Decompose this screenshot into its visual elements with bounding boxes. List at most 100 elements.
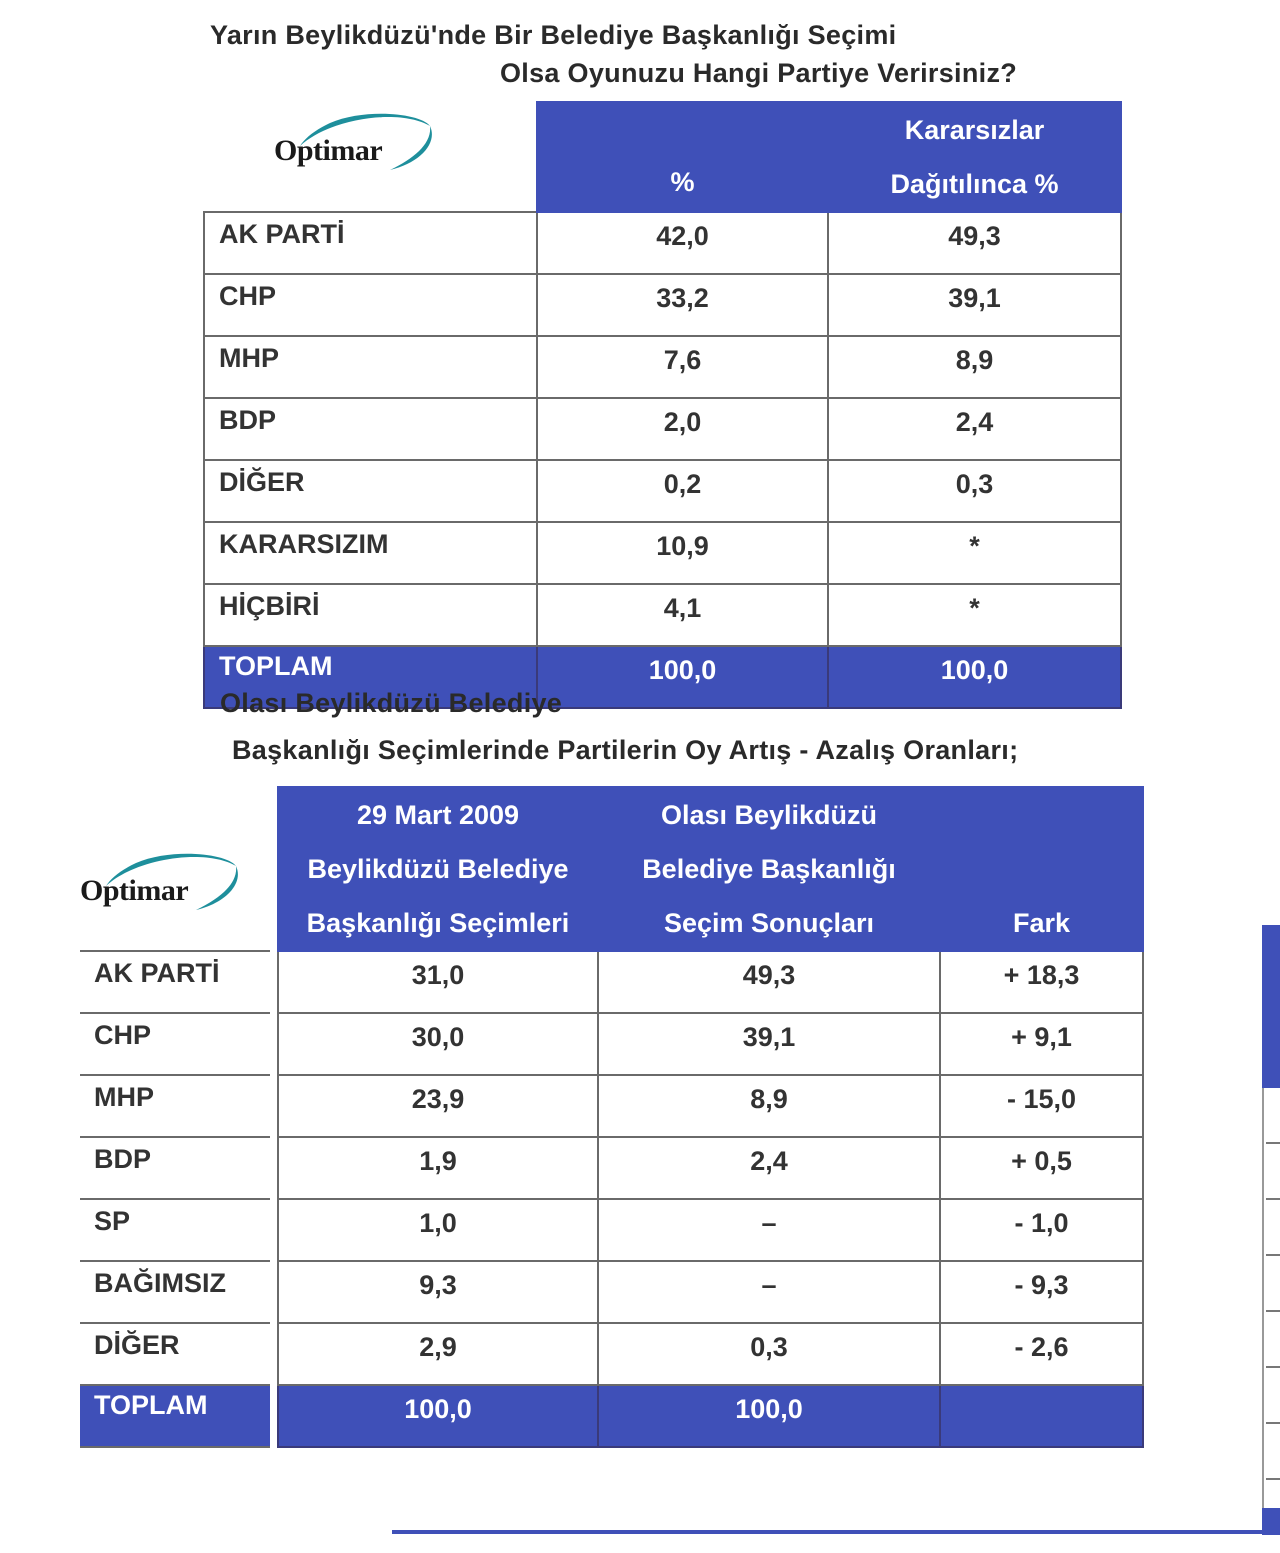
edge-table-line — [1266, 1478, 1280, 1480]
party-label: CHP — [80, 1012, 270, 1076]
header-distributed: Kararsızlar Dağıtılınca % — [827, 101, 1122, 213]
logo-text: Optimar — [274, 134, 383, 167]
header-distributed-line1: Kararsızlar — [904, 115, 1045, 145]
party-label: HİÇBİRİ — [203, 583, 538, 647]
edge-table-line — [1266, 1198, 1280, 1200]
table-row: BDP 2,0 2,4 — [203, 397, 1122, 461]
dist-cell: 8,9 — [827, 335, 1122, 399]
table-row: HİÇBİRİ 4,1 * — [203, 583, 1122, 647]
pct-cell: 10,9 — [536, 521, 829, 585]
diff-cell: - 15,0 — [939, 1074, 1144, 1138]
table-row: CHP 30,0 39,1 + 9,1 — [80, 1012, 1144, 1076]
total-diff — [939, 1384, 1144, 1448]
pct-cell: 7,6 — [536, 335, 829, 399]
header-projected-line2: Belediye Başkanlığı — [642, 854, 896, 884]
optimar-logo: Optimar — [76, 848, 246, 928]
dist-cell: 2,4 — [827, 397, 1122, 461]
diff-cell: + 18,3 — [939, 950, 1144, 1014]
dist-cell: * — [827, 521, 1122, 585]
dist-cell: 39,1 — [827, 273, 1122, 337]
diff-cell: + 0,5 — [939, 1136, 1144, 1200]
table-row: MHP 23,9 8,9 - 15,0 — [80, 1074, 1144, 1138]
dist-cell: 0,3 — [827, 459, 1122, 523]
optimar-logo: Optimar — [270, 108, 440, 188]
header-2009: 29 Mart 2009 Beylikdüzü Belediye Başkanl… — [277, 786, 599, 952]
party-label: AK PARTİ — [80, 950, 270, 1014]
edge-table-line — [1266, 1254, 1280, 1256]
logo-swoosh-icon — [300, 113, 432, 170]
projected-cell: 49,3 — [597, 950, 941, 1014]
header-spacer — [204, 102, 537, 212]
table-row: MHP 7,6 8,9 — [203, 335, 1122, 399]
party-label: DİĞER — [80, 1322, 270, 1386]
pct-cell: 4,1 — [536, 583, 829, 647]
party-label: SP — [80, 1198, 270, 1262]
y2009-cell: 9,3 — [277, 1260, 599, 1324]
diff-cell: - 2,6 — [939, 1322, 1144, 1386]
y2009-cell: 1,9 — [277, 1136, 599, 1200]
table-row: KARARSIZIM 10,9 * — [203, 521, 1122, 585]
projected-cell: – — [597, 1198, 941, 1262]
projected-cell: 2,4 — [597, 1136, 941, 1200]
vote-change-table: 29 Mart 2009 Beylikdüzü Belediye Başkanl… — [80, 786, 1144, 1448]
projected-cell: – — [597, 1260, 941, 1324]
section2-title-line2: Başkanlığı Seçimlerinde Partilerin Oy Ar… — [232, 735, 1019, 765]
diff-cell: - 1,0 — [939, 1198, 1144, 1262]
table-row: CHP 33,2 39,1 — [203, 273, 1122, 337]
header-diff: Fark — [939, 786, 1144, 952]
edge-table-line — [1266, 1142, 1280, 1144]
party-label: MHP — [80, 1074, 270, 1138]
table-row: BDP 1,9 2,4 + 0,5 — [80, 1136, 1144, 1200]
table-row: DİĞER 2,9 0,3 - 2,6 — [80, 1322, 1144, 1386]
projected-cell: 0,3 — [597, 1322, 941, 1386]
total-label: TOPLAM — [203, 645, 538, 709]
projected-cell: 8,9 — [597, 1074, 941, 1138]
party-label: AK PARTİ — [203, 211, 538, 275]
total-dist: 100,0 — [827, 645, 1122, 709]
header-pct: % — [536, 101, 829, 213]
header-2009-line2: Beylikdüzü Belediye — [307, 854, 569, 884]
logo-text: Optimar — [80, 874, 189, 907]
party-label: KARARSIZIM — [203, 521, 538, 585]
pct-cell: 2,0 — [536, 397, 829, 461]
table-row: DİĞER 0,2 0,3 — [203, 459, 1122, 523]
pct-cell: 33,2 — [536, 273, 829, 337]
header-distributed-line2: Dağıtılınca % — [890, 169, 1059, 199]
table-row: AK PARTİ 42,0 49,3 — [203, 211, 1122, 275]
party-label: MHP — [203, 335, 538, 399]
total-label: TOPLAM — [80, 1384, 270, 1448]
y2009-cell: 23,9 — [277, 1074, 599, 1138]
total-row: TOPLAM 100,0 100,0 — [203, 645, 1122, 709]
total-pct: 100,0 — [536, 645, 829, 709]
total-2009: 100,0 — [277, 1384, 599, 1448]
pct-cell: 0,2 — [536, 459, 829, 523]
header-projected: Olası Beylikdüzü Belediye Başkanlığı Seç… — [597, 786, 941, 952]
section1-title-line1: Yarın Beylikdüzü'nde Bir Belediye Başkan… — [210, 20, 897, 50]
header-2009-line1: 29 Mart 2009 — [356, 800, 520, 830]
table-row: BAĞIMSIZ 9,3 – - 9,3 — [80, 1260, 1144, 1324]
y2009-cell: 31,0 — [277, 950, 599, 1014]
y2009-cell: 2,9 — [277, 1322, 599, 1386]
header-projected-line1: Olası Beylikdüzü — [660, 800, 878, 830]
pct-cell: 42,0 — [536, 211, 829, 275]
dist-cell: * — [827, 583, 1122, 647]
edge-table-line — [1266, 1366, 1280, 1368]
total-projected: 100,0 — [597, 1384, 941, 1448]
diff-cell: + 9,1 — [939, 1012, 1144, 1076]
logo-swoosh-icon — [106, 853, 238, 910]
party-label: BDP — [203, 397, 538, 461]
party-label: BAĞIMSIZ — [80, 1260, 270, 1324]
y2009-cell: 1,0 — [277, 1198, 599, 1262]
y2009-cell: 30,0 — [277, 1012, 599, 1076]
vote-intention-table: % Kararsızlar Dağıtılınca % AK PARTİ 42,… — [203, 101, 1122, 709]
edge-table-line — [1266, 1422, 1280, 1424]
section1-title-line2: Olsa Oyunuzu Hangi Partiye Verirsiniz? — [500, 58, 1018, 88]
table-header-row: % Kararsızlar Dağıtılınca % — [204, 101, 1122, 213]
section2-title-line1: Olası Beylikdüzü Belediye — [220, 688, 563, 718]
party-label: CHP — [203, 273, 538, 337]
header-2009-line3: Başkanlığı Seçimleri — [306, 908, 570, 938]
table-header-row: 29 Mart 2009 Beylikdüzü Belediye Başkanl… — [80, 786, 1144, 952]
diff-cell: - 9,3 — [939, 1260, 1144, 1324]
dist-cell: 49,3 — [827, 211, 1122, 275]
projected-cell: 39,1 — [597, 1012, 941, 1076]
